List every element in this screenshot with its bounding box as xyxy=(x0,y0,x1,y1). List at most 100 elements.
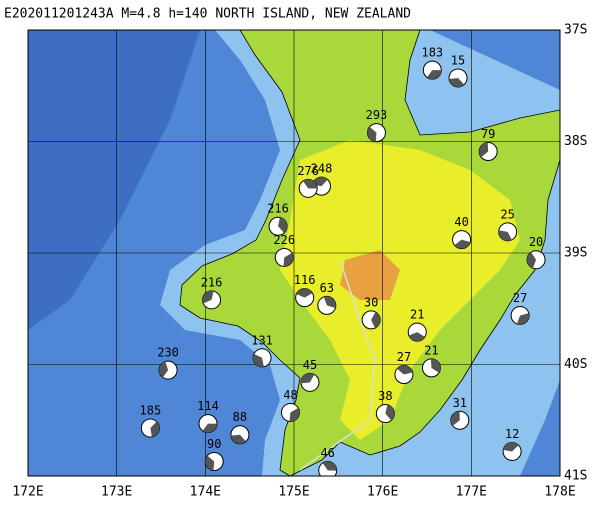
beachball-quadrant xyxy=(159,361,169,378)
depth-label: 21 xyxy=(410,308,424,322)
depth-label: 46 xyxy=(320,446,334,460)
beachball-quadrant xyxy=(385,404,395,421)
focal-mechanism: 46 xyxy=(318,446,338,476)
focal-mechanism: 79 xyxy=(478,127,498,162)
depth-label: 248 xyxy=(311,162,333,176)
y-tick-label: 37S xyxy=(564,23,587,38)
focal-mechanism: 38 xyxy=(375,389,395,424)
y-tick-label: 41S xyxy=(564,469,587,484)
x-tick-label: 177E xyxy=(456,485,487,500)
beachball-quadrant xyxy=(303,179,318,189)
beachball-quadrant xyxy=(283,252,294,267)
x-tick-label: 176E xyxy=(367,485,398,500)
x-tick-label: 175E xyxy=(278,485,309,500)
beachball-quadrant xyxy=(527,252,537,269)
beachball-quadrant xyxy=(253,353,264,367)
beachball-quadrant xyxy=(150,421,160,437)
x-tick-label: 174E xyxy=(190,485,221,500)
focal-mechanism: 114 xyxy=(197,399,219,434)
beachball-quadrant xyxy=(516,313,530,325)
beachball-quadrant xyxy=(367,126,377,142)
depth-label: 276 xyxy=(297,164,319,178)
beachball-quadrant xyxy=(289,407,300,422)
focal-mechanism: 12 xyxy=(502,427,522,461)
beachball-quadrant xyxy=(498,230,512,241)
mountain xyxy=(340,250,400,300)
focal-mechanism: 63 xyxy=(317,281,337,315)
x-tick-label: 172E xyxy=(12,485,43,500)
depth-label: 25 xyxy=(500,207,514,221)
y-tick-label: 40S xyxy=(564,357,587,372)
depth-label: 230 xyxy=(157,346,179,360)
depth-label: 48 xyxy=(283,388,297,402)
depth-label: 30 xyxy=(364,295,378,309)
focal-mechanism: 20 xyxy=(526,235,546,270)
depth-label: 20 xyxy=(529,235,543,249)
focal-mechanism: 88 xyxy=(230,410,250,445)
depth-label: 185 xyxy=(140,404,162,418)
beachball-quadrant xyxy=(397,365,413,375)
depth-label: 27 xyxy=(397,350,411,364)
depth-label: 45 xyxy=(303,358,317,372)
focal-mechanism: 21 xyxy=(421,343,441,378)
focal-mechanism: 27 xyxy=(394,350,414,385)
focal-mechanism: 216 xyxy=(267,202,289,236)
focal-mechanism: 48 xyxy=(280,388,300,422)
frame xyxy=(27,29,561,477)
focal-mechanism: 27 xyxy=(510,291,530,325)
depth-label: 63 xyxy=(320,281,334,295)
focal-mechanism: 31 xyxy=(450,396,470,430)
focal-mechanism: 293 xyxy=(366,108,388,143)
depth-label: 38 xyxy=(378,389,392,403)
focal-mechanism: 45 xyxy=(300,358,320,392)
beachball-quadrant xyxy=(202,290,214,304)
focal-mechanism: 230 xyxy=(157,346,179,380)
focal-mechanism: 216 xyxy=(201,275,223,310)
map-title: E202011201243A M=4.8 h=140 NORTH ISLAND,… xyxy=(4,7,411,22)
focal-mechanism: 131 xyxy=(251,333,273,368)
beachball-quadrant xyxy=(230,434,246,444)
beachball-quadrant xyxy=(454,239,471,249)
depth-label: 293 xyxy=(366,108,388,122)
beachball-quadrant xyxy=(300,373,315,384)
depth-label: 216 xyxy=(201,275,223,289)
focal-mechanism: 15 xyxy=(448,53,468,88)
focal-mechanism: 30 xyxy=(361,295,381,330)
beachball-quadrant xyxy=(450,411,460,426)
x-tick-label: 173E xyxy=(101,485,132,500)
focal-mechanism: 276 xyxy=(297,164,319,198)
beachball-quadrant xyxy=(408,332,425,342)
depth-label: 226 xyxy=(273,233,295,247)
beachball-quadrant xyxy=(205,455,215,471)
y-tick-label: 38S xyxy=(564,134,587,149)
beachball-quadrant xyxy=(202,423,217,433)
depth-label: 90 xyxy=(207,437,221,451)
depth-label: 114 xyxy=(197,399,219,413)
depth-label: 12 xyxy=(505,427,519,441)
depth-label: 31 xyxy=(453,396,467,410)
deep-ocean xyxy=(28,30,200,330)
fault-line xyxy=(299,259,376,471)
x-tick-label: 178E xyxy=(544,485,575,500)
beachball-quadrant xyxy=(503,442,519,452)
depth-label: 27 xyxy=(513,291,527,305)
beachball-quadrant xyxy=(323,296,336,309)
beachball-quadrant xyxy=(322,461,337,471)
focal-mechanism: 40 xyxy=(452,215,472,250)
depth-label: 40 xyxy=(454,215,468,229)
focal-mechanism: 183 xyxy=(421,46,443,80)
depth-label: 131 xyxy=(251,333,273,347)
beachball-quadrant xyxy=(449,77,465,87)
highland xyxy=(280,140,520,440)
focal-mechanism: 25 xyxy=(498,207,518,242)
depth-label: 21 xyxy=(424,343,438,357)
depth-label: 183 xyxy=(421,46,443,60)
focal-mechanism: 21 xyxy=(407,308,427,342)
depth-label: 88 xyxy=(233,410,247,424)
focal-mechanism: 185 xyxy=(140,404,162,438)
depth-label: 216 xyxy=(267,202,289,216)
depth-label: 116 xyxy=(294,273,316,287)
beachball-quadrant xyxy=(278,217,288,233)
